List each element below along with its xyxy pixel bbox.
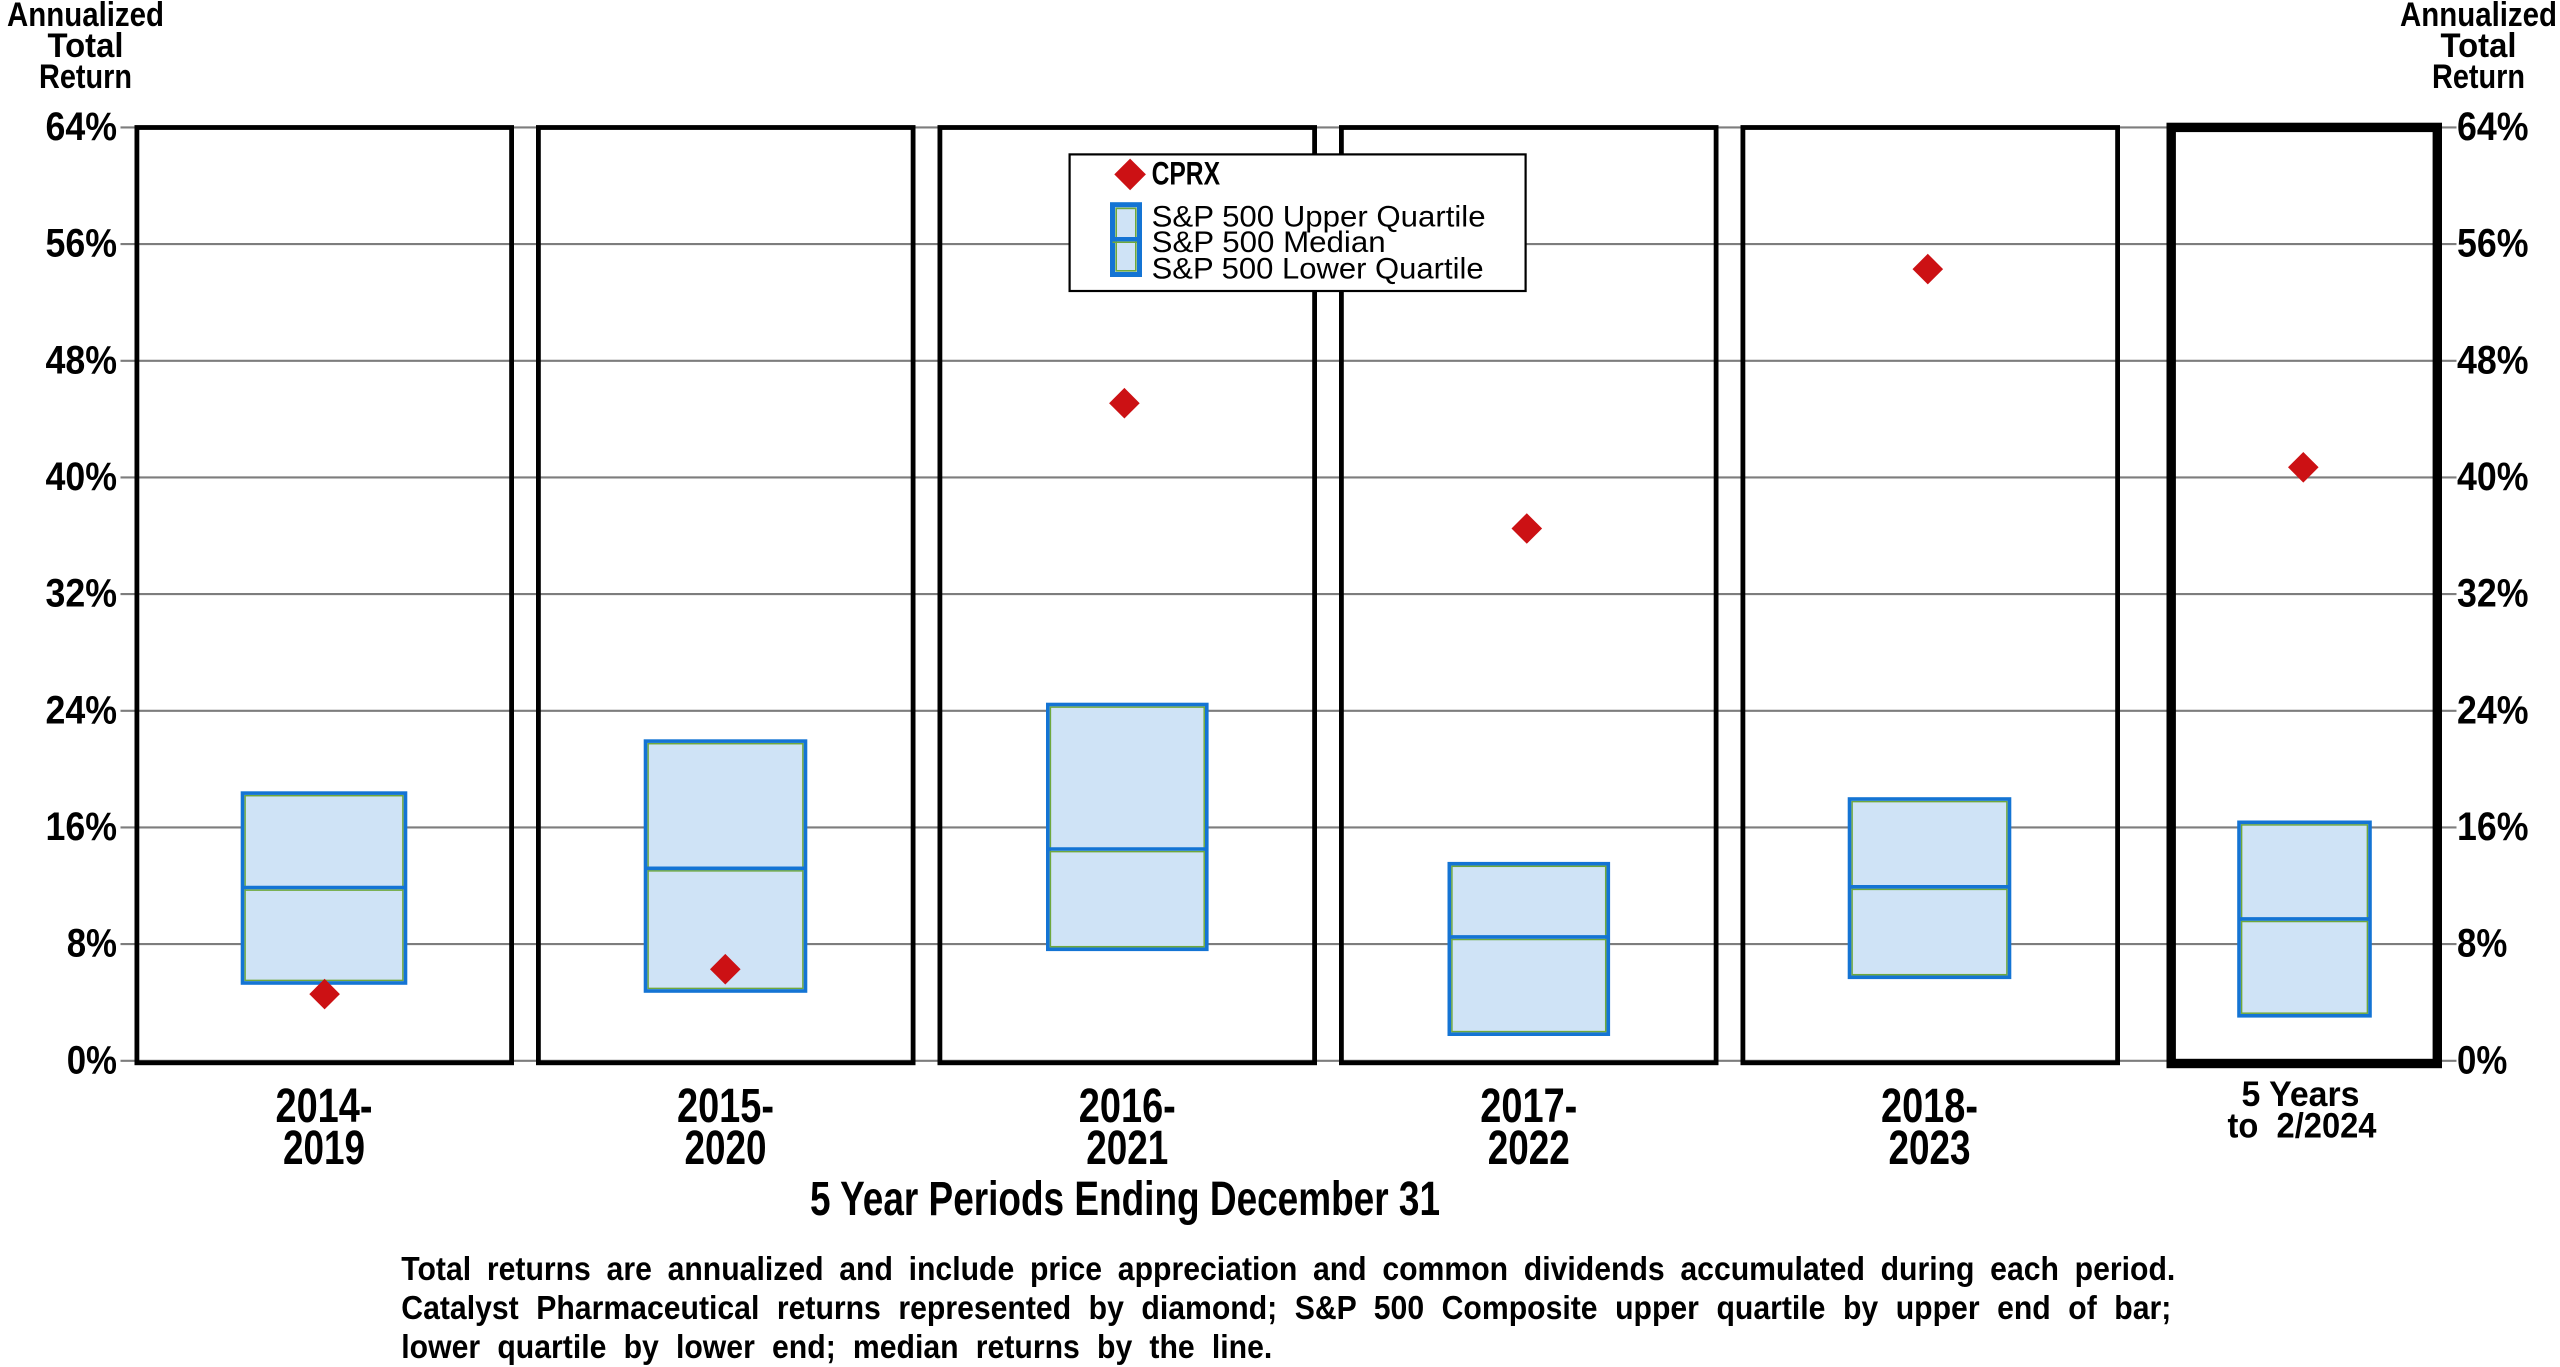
svg-text:2014-: 2014- bbox=[276, 1080, 373, 1133]
svg-text:48%: 48% bbox=[2457, 338, 2529, 382]
svg-text:Return: Return bbox=[2432, 58, 2525, 96]
svg-text:Catalyst Pharmaceutical return: Catalyst Pharmaceutical returns represen… bbox=[401, 1289, 2171, 1326]
svg-text:2015-: 2015- bbox=[677, 1080, 774, 1133]
svg-text:8%: 8% bbox=[67, 922, 117, 966]
svg-text:24%: 24% bbox=[46, 688, 118, 732]
svg-text:S&P 500 Median: S&P 500 Median bbox=[1152, 226, 1386, 259]
svg-text:40%: 40% bbox=[2457, 455, 2529, 499]
svg-text:8%: 8% bbox=[2457, 922, 2507, 966]
svg-text:Total: Total bbox=[48, 27, 124, 65]
svg-text:to 2/2024: to 2/2024 bbox=[2228, 1107, 2377, 1146]
svg-text:Annualized: Annualized bbox=[2400, 0, 2557, 34]
svg-text:2016-: 2016- bbox=[1079, 1080, 1176, 1133]
svg-text:2018-: 2018- bbox=[1881, 1080, 1978, 1133]
svg-text:CPRX: CPRX bbox=[1152, 156, 1221, 192]
svg-text:S&P 500 Lower Quartile: S&P 500 Lower Quartile bbox=[1152, 252, 1484, 285]
svg-text:24%: 24% bbox=[2457, 688, 2529, 732]
svg-text:2022: 2022 bbox=[1488, 1122, 1570, 1175]
svg-text:32%: 32% bbox=[46, 572, 118, 616]
svg-text:56%: 56% bbox=[2457, 222, 2529, 266]
svg-text:0%: 0% bbox=[67, 1038, 117, 1082]
svg-text:Total: Total bbox=[2441, 27, 2517, 65]
svg-text:Total returns are annualized a: Total returns are annualized and include… bbox=[401, 1250, 2175, 1287]
svg-text:2020: 2020 bbox=[685, 1122, 767, 1175]
svg-text:2017-: 2017- bbox=[1480, 1080, 1577, 1133]
svg-text:56%: 56% bbox=[46, 222, 118, 266]
svg-text:0%: 0% bbox=[2457, 1038, 2507, 1082]
svg-text:lower quartile by lower end; m: lower quartile by lower end; median retu… bbox=[401, 1328, 1272, 1365]
svg-text:5 Year Periods Ending December: 5 Year Periods Ending December 31 bbox=[810, 1173, 1440, 1226]
svg-text:2019: 2019 bbox=[283, 1122, 365, 1175]
svg-text:16%: 16% bbox=[2457, 805, 2529, 849]
svg-text:32%: 32% bbox=[2457, 572, 2529, 616]
svg-text:16%: 16% bbox=[46, 805, 118, 849]
svg-text:40%: 40% bbox=[46, 455, 118, 499]
svg-text:64%: 64% bbox=[46, 105, 118, 149]
svg-text:2021: 2021 bbox=[1086, 1122, 1168, 1175]
svg-text:64%: 64% bbox=[2457, 105, 2529, 149]
svg-text:S&P 500 Upper Quartile: S&P 500 Upper Quartile bbox=[1152, 201, 1486, 234]
svg-text:Return: Return bbox=[39, 58, 132, 96]
svg-text:5 Years: 5 Years bbox=[2242, 1075, 2360, 1114]
svg-text:Annualized: Annualized bbox=[7, 0, 164, 34]
svg-text:48%: 48% bbox=[46, 338, 118, 382]
svg-text:2023: 2023 bbox=[1889, 1122, 1971, 1175]
